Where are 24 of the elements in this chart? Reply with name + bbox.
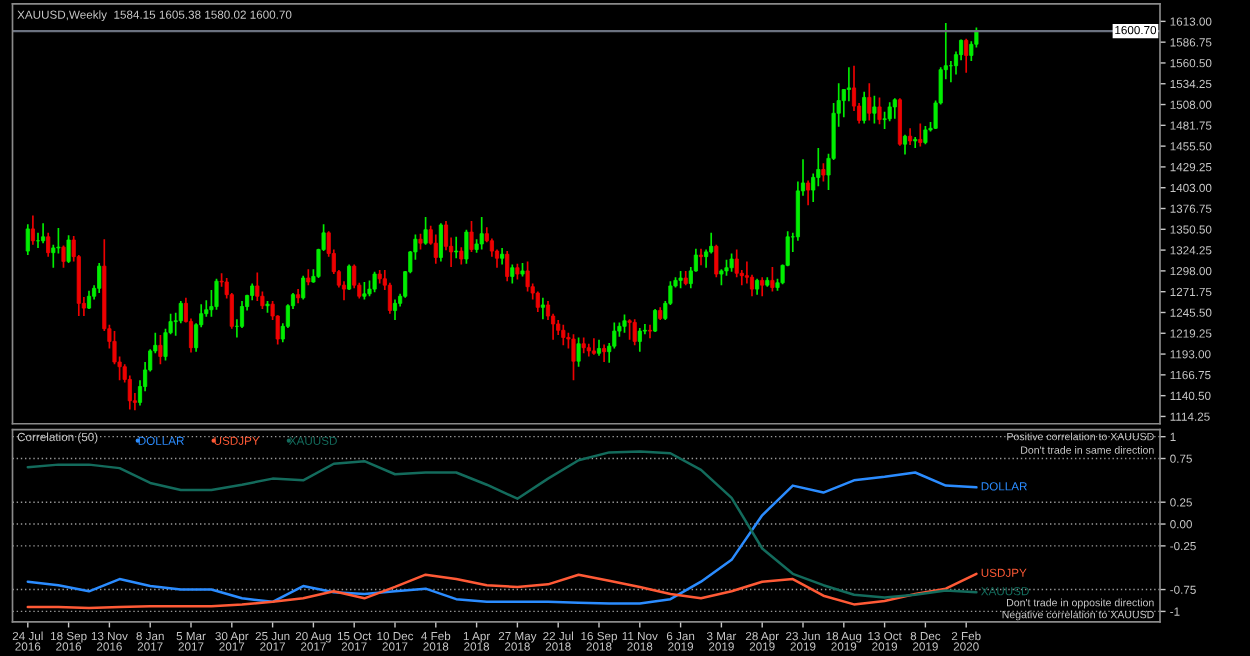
candlestick: [729, 252, 734, 273]
candlestick: [576, 336, 581, 368]
candlestick: [821, 162, 826, 183]
candlestick: [306, 268, 311, 286]
line-series: [26, 471, 978, 605]
line-series: [26, 450, 978, 599]
candlestick: [214, 277, 219, 311]
candlestick: [464, 228, 469, 265]
candlestick: [454, 235, 459, 260]
candlestick: [66, 234, 71, 264]
candlestick: [158, 334, 163, 366]
candlestick: [423, 216, 428, 246]
candlestick: [61, 244, 66, 269]
candlestick: [622, 313, 627, 334]
candlestick: [469, 220, 474, 253]
candlestick: [525, 260, 530, 293]
candlestick: [770, 266, 775, 293]
candlestick: [571, 333, 576, 382]
candlestick: [372, 270, 377, 294]
candlestick: [872, 94, 877, 125]
candlestick: [627, 318, 632, 341]
candlestick: [923, 125, 928, 145]
line-series: [26, 572, 978, 610]
candlestick: [877, 96, 882, 126]
